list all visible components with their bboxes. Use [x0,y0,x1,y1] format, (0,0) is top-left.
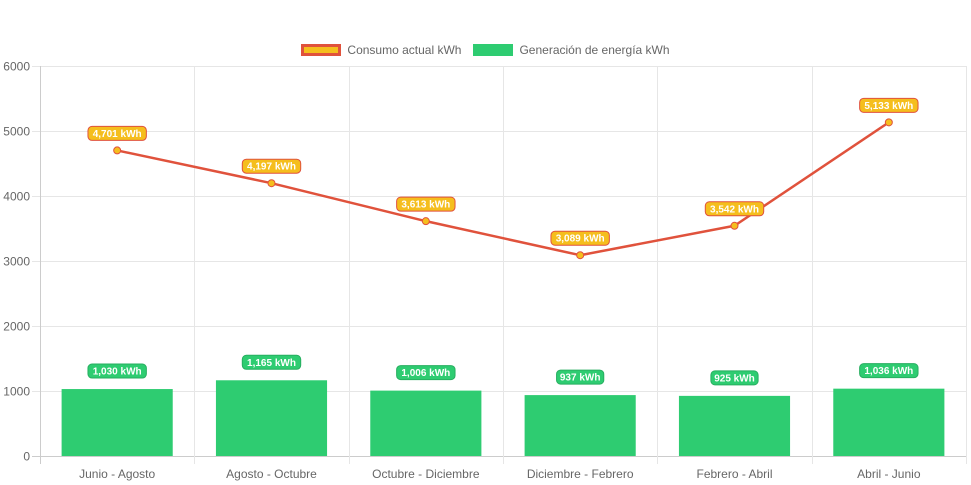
legend-label-generacion: Generación de energía kWh [519,43,670,57]
point-consumo [576,251,585,260]
data-label-generacion: 1,006 kWh [396,365,456,381]
bar-generacion [678,395,791,456]
data-label-consumo-text: 4,197 kWh [247,162,296,173]
data-label-generacion: 1,036 kWh [859,363,919,379]
y-tick-label: 3000 [3,255,30,269]
bar-generacion [833,388,945,456]
data-label-generacion-text: 1,006 kWh [401,368,450,379]
y-tick-label: 2000 [3,320,30,334]
data-label-consumo: 3,613 kWh [396,196,456,212]
data-label-generacion-box [556,369,605,385]
legend-swatch-consumo [301,44,342,56]
data-label-generacion-text: 1,036 kWh [864,366,913,377]
data-label-consumo: 3,542 kWh [704,201,765,217]
data-label-consumo-text: 3,613 kWh [401,200,450,211]
x-tick-label: Febrero - Abril [696,467,772,481]
bar-series [61,380,945,456]
data-label-consumo-box [87,125,147,141]
x-tick-label: Abril - Junio [857,467,921,481]
data-label-generacion-text: 925 kWh [714,373,755,384]
y-tick-label: 5000 [3,125,30,139]
x-tick-label: Diciembre - Febrero [527,467,634,481]
legend-swatch-generacion [473,44,514,56]
data-label-generacion: 937 kWh [556,369,605,385]
data-label-consumo-box [550,230,610,246]
y-tick-label: 1000 [3,385,30,399]
point-consumo [421,217,430,226]
data-label-generacion-text: 937 kWh [560,373,601,384]
data-label-consumo-text: 5,133 kWh [864,101,913,112]
bar-generacion [61,389,173,456]
data-label-consumo-box [396,196,456,212]
point-consumo [267,179,276,188]
data-label-generacion-box [87,363,147,379]
data-label-generacion: 925 kWh [710,370,759,386]
data-label-consumo-text: 4,701 kWh [93,129,142,140]
data-label-consumo-text: 3,089 kWh [556,234,605,245]
gridlines [32,66,967,464]
data-label-generacion-box [859,363,919,379]
data-labels: 1,030 kWh 1,165 kWh 1,006 kWh 937 kWh 925 kW… [87,97,919,386]
legend-item-consumo[interactable]: Consumo actual kWh [301,43,461,57]
data-label-consumo-text: 3,542 kWh [710,204,759,215]
legend: Consumo actual kWh Generación de energía… [0,41,971,59]
legend-item-generacion[interactable]: Generación de energía kWh [473,43,670,57]
point-consumo [730,221,739,230]
y-tick-label: 0 [23,450,30,464]
line-consumo [116,121,890,257]
y-tick-label: 6000 [3,60,30,74]
data-label-consumo: 4,197 kWh [241,158,302,174]
bar-generacion [215,380,328,456]
line-series [113,118,893,260]
data-label-generacion: 1,030 kWh [87,363,147,379]
x-tick-label: Octubre - Diciembre [372,467,480,481]
data-label-generacion-text: 1,030 kWh [93,367,142,378]
point-consumo [113,146,122,155]
data-label-generacion-box [396,365,456,381]
data-label-consumo-box [241,158,302,174]
data-label-consumo: 5,133 kWh [859,97,919,113]
data-label-consumo: 4,701 kWh [87,125,147,141]
data-label-generacion: 1,165 kWh [241,354,302,370]
data-label-generacion-box [710,370,759,386]
x-tick-label: Agosto - Octubre [226,467,317,481]
bar-generacion [524,395,636,456]
legend-label-consumo: Consumo actual kWh [347,43,462,57]
data-label-consumo: 3,089 kWh [550,230,610,246]
x-tick-label: Junio - Agosto [79,467,155,481]
point-consumo [884,118,893,127]
axes: 0 1000 2000 3000 4000 5000 6000 Junio - Agosto A… [3,60,921,482]
bar-generacion [370,390,482,456]
data-label-consumo-box [704,201,765,217]
y-tick-label: 4000 [3,190,30,204]
data-label-generacion-text: 1,165 kWh [247,358,296,369]
data-label-generacion-box [241,354,302,370]
data-label-consumo-box [859,97,919,113]
